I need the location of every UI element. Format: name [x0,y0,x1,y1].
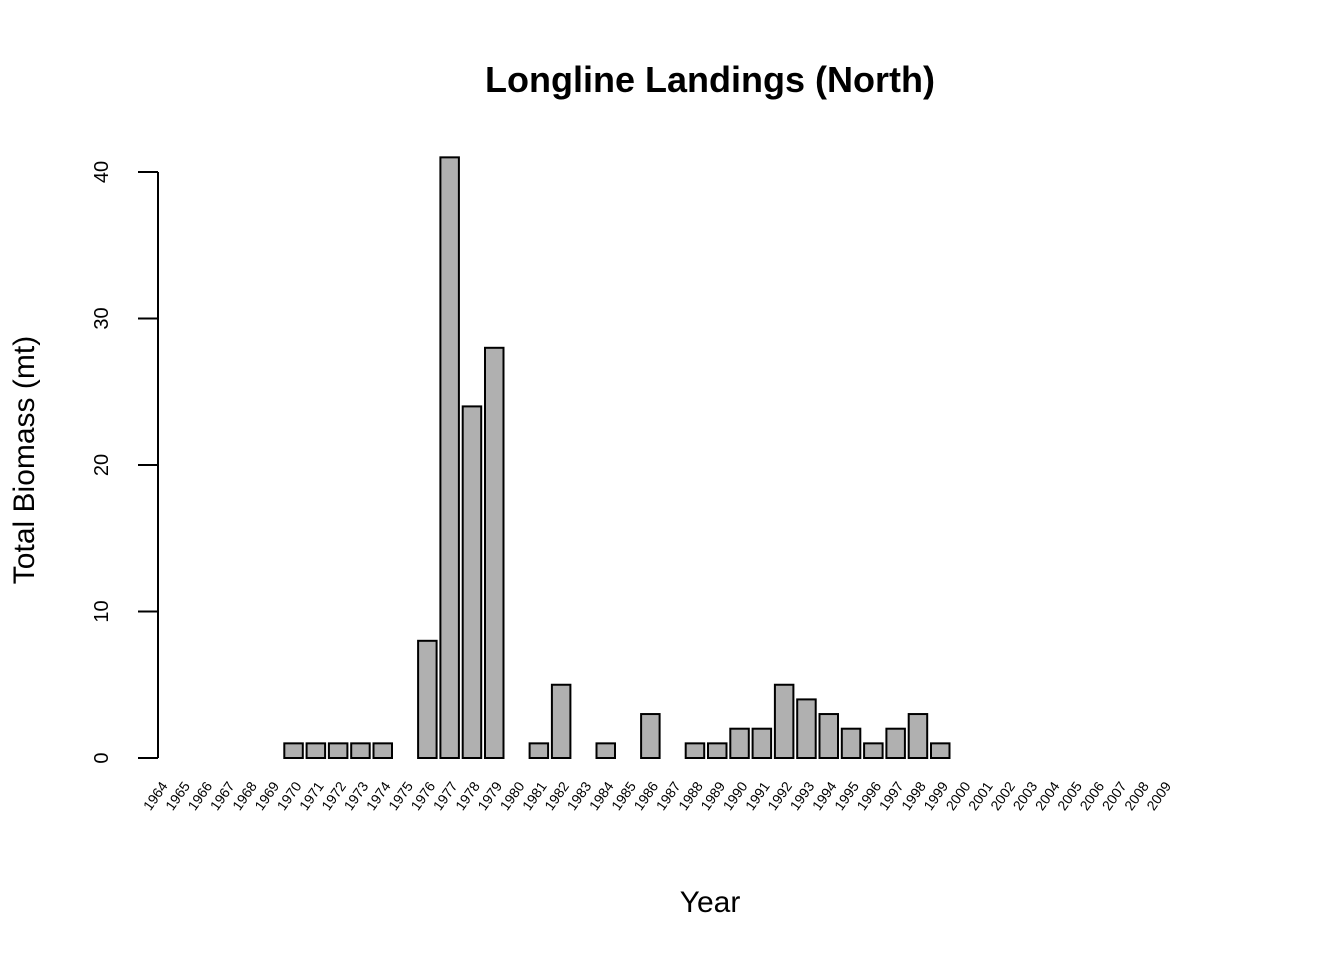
bar [930,742,951,759]
bar [484,346,505,759]
bar [796,698,817,760]
bar [595,742,616,759]
bar [283,742,304,759]
bar [840,727,862,760]
y-tick-label: 20 [91,454,113,476]
bar [528,742,550,759]
y-axis: 0 10 20 30 40 [91,161,159,764]
bar [773,683,795,759]
bars [283,156,951,760]
bar [818,713,839,759]
bar [863,742,884,759]
bar [885,727,906,760]
bar [729,727,750,760]
x-axis-label: Year [680,886,741,919]
bar [350,742,371,759]
y-tick-label: 10 [91,600,113,622]
bar [640,713,661,759]
y-tick-label: 0 [91,752,113,763]
bar [707,742,728,759]
x-axis-tick-labels: 1964196519661967196819691970197119721973… [140,778,1175,813]
y-axis-label: Total Biomass (mt) [8,336,41,584]
bar [372,742,393,759]
y-tick-label: 30 [91,307,113,329]
bar [417,639,438,759]
bar [461,405,483,759]
bar [684,742,706,759]
bar [550,683,572,759]
bar [305,742,327,759]
bar [327,742,349,759]
chart-title: Longline Landings (North) [485,59,935,100]
bar [751,727,773,760]
x-tick-label: 2009 [1143,778,1174,813]
y-tick-label: 40 [91,161,113,183]
bar [907,713,929,759]
bar [439,156,460,760]
